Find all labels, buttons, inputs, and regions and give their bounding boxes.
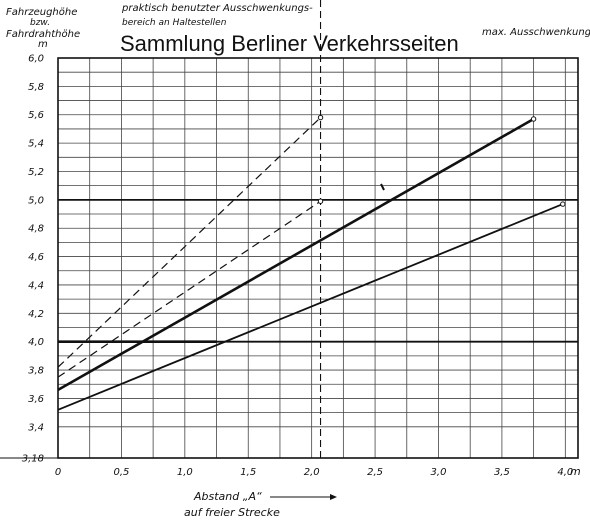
y-tick-label: 5,6 — [28, 110, 44, 121]
xlabel-line-1: Abstand „A“ — [193, 490, 262, 503]
y-tick-label: 4,0 — [28, 337, 44, 348]
series-endpoint-3 — [560, 201, 566, 207]
y-tick-label: 5,8 — [28, 82, 44, 93]
y-tick-label: 6,0 — [28, 54, 44, 65]
xlabel-line-2: auf freier Strecke — [184, 506, 280, 519]
ink-mark — [380, 183, 385, 191]
x-tick-label: 3,5 — [494, 467, 510, 478]
y-tick-label: 3,6 — [28, 394, 44, 405]
x-tick-label: 4,0 — [557, 467, 573, 478]
x-tick-label: 3,0 — [431, 467, 447, 478]
y-tick-label: 4,8 — [28, 224, 44, 235]
series-lines — [57, 114, 566, 411]
annotation-right: max. Ausschwenkung — [482, 27, 590, 38]
plot-border — [57, 57, 579, 459]
y-tick-label: 5,0 — [28, 195, 44, 206]
y-tick-label: 3,4 — [28, 422, 44, 433]
x-tick-label: 1,0 — [177, 467, 193, 478]
x-tick-label: 2,5 — [367, 467, 383, 478]
series-endpoint-2 — [530, 116, 537, 122]
ylabel-line-1: Fahrzeughöhe — [6, 7, 77, 18]
y-tick-label: 4,2 — [28, 309, 44, 320]
series-endpoint-4 — [317, 114, 324, 121]
y-tick-label: 5,2 — [28, 167, 44, 178]
y-tick-label: 4,4 — [28, 280, 44, 291]
series-endpoint-5 — [317, 198, 324, 204]
xlabel-arrowhead — [330, 494, 337, 500]
x-tick-labels: 0 0,5 1,0 1,5 2,0 2,5 3,0 3,5 4,0 — [55, 467, 573, 478]
x-tick-label: 2,0 — [304, 467, 320, 478]
plot-frame — [0, 57, 579, 459]
y-tick-label: 4,6 — [28, 252, 44, 263]
ylabel-line-3: Fahrdrahthöhe — [6, 29, 80, 40]
y-tick-label: 3,8 — [28, 366, 44, 377]
watermark: Sammlung Berliner Verkehrsseiten — [120, 31, 459, 56]
y-tick-labels: 3,18 3,4 3,6 3,8 4,0 4,2 4,4 4,6 4,8 5,0 5,2 5,4 5,6… — [22, 54, 44, 465]
x-tick-label: 0 — [55, 467, 61, 478]
x-tick-label: 0,5 — [113, 467, 129, 478]
x-unit-label: m — [570, 465, 581, 478]
annotation-top-line-2: bereich an Haltestellen — [122, 18, 227, 28]
series-line-2 — [57, 117, 535, 392]
series-line-3 — [57, 203, 564, 411]
y-tick-label: 5,4 — [28, 139, 44, 150]
y-tick-label: 3,18 — [22, 454, 44, 465]
series-line-5 — [57, 200, 321, 378]
ylabel-line-2: bzw. — [30, 18, 50, 28]
x-tick-label: 1,5 — [240, 467, 256, 478]
series-line-4 — [57, 117, 321, 368]
ylabel-line-4: m — [38, 39, 48, 50]
annotation-top-line-1: praktisch benutzter Ausschwenkungs- — [121, 3, 313, 14]
